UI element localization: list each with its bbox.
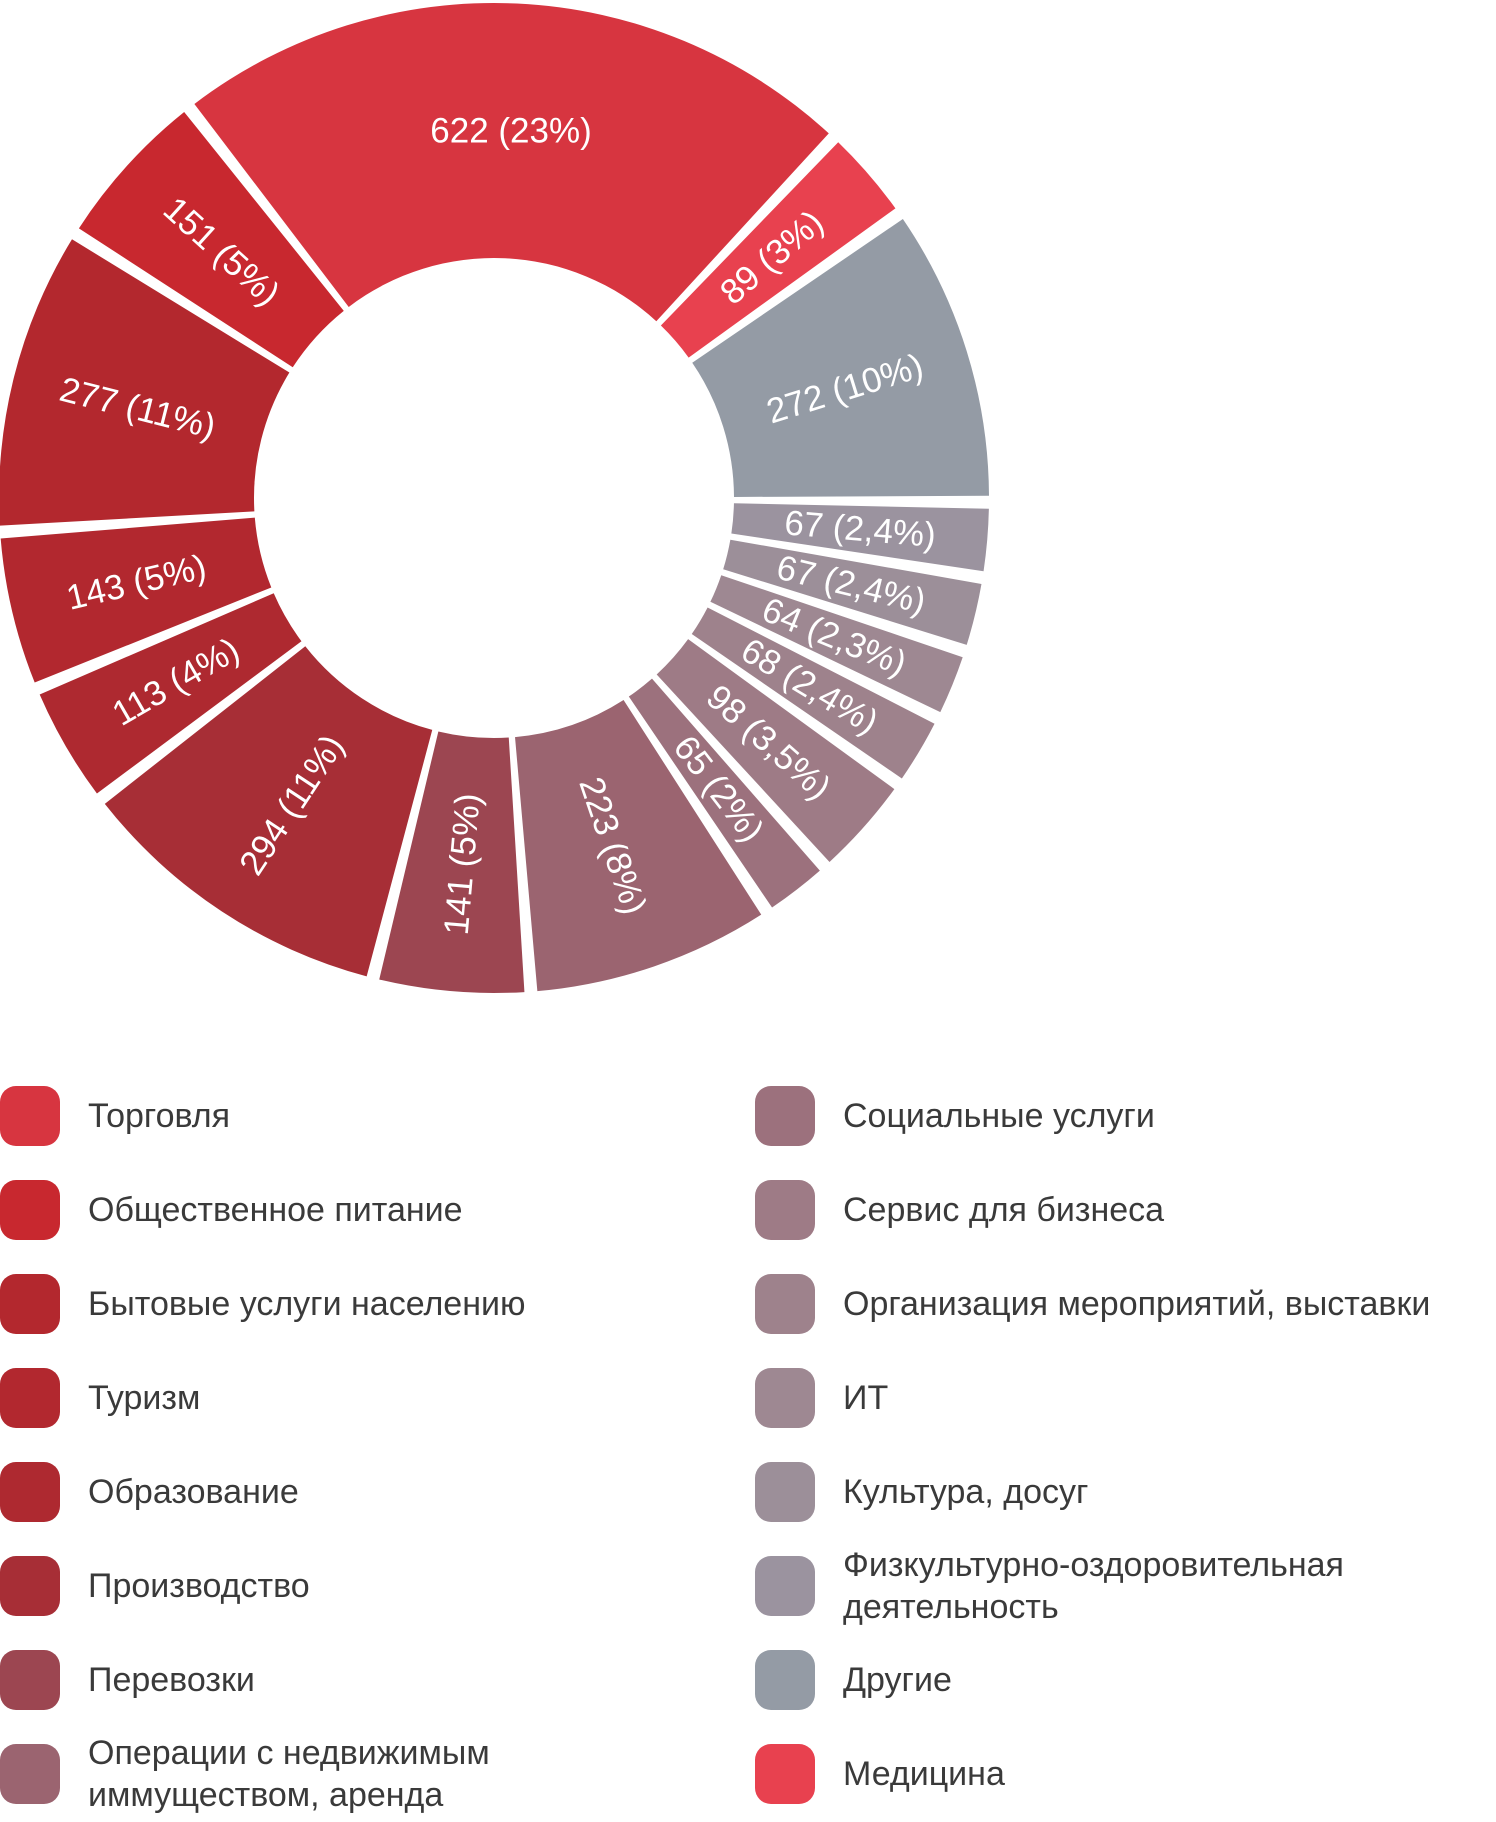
- donut-slice-3: [692, 218, 989, 497]
- donut-slice-8: [656, 639, 895, 862]
- legend-swatch: [755, 1650, 815, 1710]
- donut-slice-7: [691, 607, 935, 779]
- legend-item-left-6: Производство: [0, 1550, 740, 1622]
- legend-item-right-8: Медицина: [755, 1738, 1495, 1810]
- legend-label: Общественное питание: [88, 1191, 463, 1229]
- legend-label: Медицина: [843, 1755, 1005, 1793]
- legend-item-left-5: Образование: [0, 1456, 740, 1528]
- donut-slice-10: [515, 700, 762, 992]
- donut-slice-6: [710, 575, 963, 713]
- legend-item-right-4: ИТ: [755, 1362, 1495, 1434]
- legend-swatch: [0, 1744, 60, 1804]
- legend-item-left-4: Туризм: [0, 1362, 740, 1434]
- legend-label: Туризм: [88, 1379, 201, 1417]
- legend-item-left-8: Операции с недвижимым иммуществом, аренда: [0, 1734, 740, 1814]
- legend-swatch: [755, 1274, 815, 1334]
- donut-slice-4: [731, 503, 989, 572]
- legend-item-right-6: Физкультурно-оздоровительная деятельность: [755, 1546, 1495, 1626]
- legend-item-right-1: Социальные услуги: [755, 1080, 1495, 1152]
- legend-swatch: [755, 1556, 815, 1616]
- legend-label: Производство: [88, 1567, 310, 1605]
- legend-item-right-3: Организация мероприятий, выставки: [755, 1268, 1495, 1340]
- legend-label: ИТ: [843, 1379, 889, 1417]
- donut-slice-14: [0, 517, 272, 683]
- legend-swatch: [0, 1180, 60, 1240]
- legend-label: Перевозки: [88, 1661, 255, 1699]
- legend-item-left-7: Перевозки: [0, 1644, 740, 1716]
- legend-swatch: [755, 1744, 815, 1804]
- donut-slice-13: [39, 593, 302, 794]
- legend-item-right-5: Культура, досуг: [755, 1456, 1495, 1528]
- donut-slice-12: [104, 646, 433, 977]
- donut-slices: [0, 2, 989, 994]
- donut-chart: 622 (23%)89 (3%)272 (10%)67 (2,4%)67 (2,…: [0, 2, 989, 994]
- legend-label: Операции с недвижимым иммуществом, аренда: [88, 1734, 490, 1814]
- legend-swatch: [0, 1086, 60, 1146]
- donut-slice-9: [628, 678, 820, 908]
- legend-swatch: [755, 1462, 815, 1522]
- legend-swatch: [755, 1086, 815, 1146]
- legend-item-left-3: Бытовые услуги населению: [0, 1268, 740, 1340]
- legend-item-right-7: Другие: [755, 1644, 1495, 1716]
- donut-slice-15: [0, 239, 290, 526]
- donut-slice-2: [660, 142, 896, 358]
- legend-swatch: [0, 1368, 60, 1428]
- legend-label: Образование: [88, 1473, 299, 1511]
- donut-slice-1: [194, 2, 829, 322]
- legend-label: Культура, досуг: [843, 1473, 1089, 1511]
- legend-label: Организация мероприятий, выставки: [843, 1285, 1431, 1323]
- legend-label: Физкультурно-оздоровительная деятельность: [843, 1546, 1344, 1626]
- legend-swatch: [0, 1274, 60, 1334]
- slice-label-1: 622 (23%): [430, 111, 591, 150]
- legend-label: Социальные услуги: [843, 1097, 1155, 1135]
- legend-swatch: [755, 1180, 815, 1240]
- legend-swatch: [0, 1650, 60, 1710]
- legend-label: Бытовые услуги населению: [88, 1285, 526, 1323]
- donut-slice-11: [379, 731, 525, 994]
- donut-slice-16: [78, 111, 344, 368]
- legend-label: Сервис для бизнеса: [843, 1191, 1165, 1229]
- legend-swatch: [0, 1462, 60, 1522]
- legend-swatch: [0, 1556, 60, 1616]
- legend-swatch: [755, 1368, 815, 1428]
- donut-slice-5: [723, 539, 982, 645]
- legend-label: Другие: [843, 1661, 952, 1699]
- legend-item-right-2: Сервис для бизнеса: [755, 1174, 1495, 1246]
- legend-item-left-1: Торговля: [0, 1080, 740, 1152]
- legend-item-left-2: Общественное питание: [0, 1174, 740, 1246]
- legend-label: Торговля: [88, 1097, 231, 1135]
